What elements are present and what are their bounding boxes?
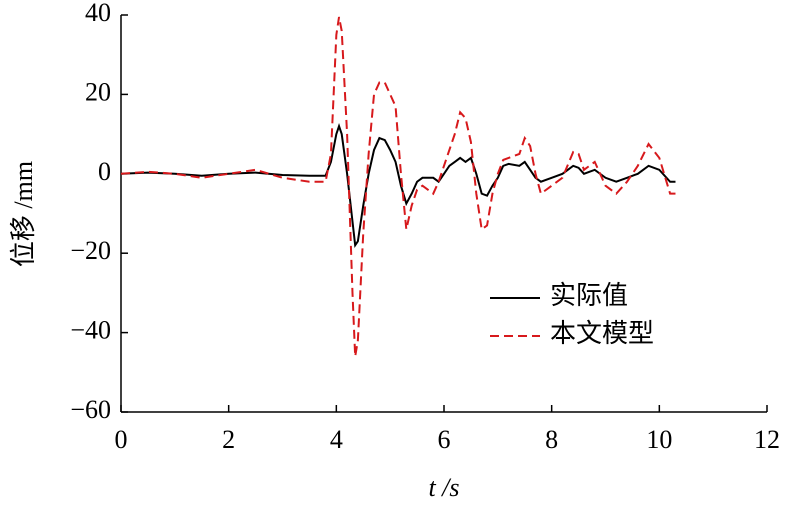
y-tick-label: 0 — [98, 157, 111, 186]
y-tick-label: −60 — [70, 395, 111, 424]
y-tick-label: −20 — [70, 236, 111, 265]
data-line — [120, 123, 676, 249]
data-line — [120, 16, 676, 357]
x-tick-label: 2 — [222, 425, 235, 454]
x-tick-label: 10 — [646, 425, 672, 454]
legend-label: 实际值 — [550, 281, 628, 310]
x-tick-label: 4 — [330, 425, 343, 454]
y-tick-label: 40 — [85, 0, 111, 27]
x-tick-label: 8 — [545, 425, 558, 454]
x-tick-label: 12 — [754, 425, 780, 454]
legend-label: 本文模型 — [550, 319, 654, 348]
y-tick-label: 20 — [85, 77, 111, 106]
y-axis-label: 位移 /mm — [9, 161, 38, 267]
x-axis-label: t /s — [428, 473, 459, 502]
y-tick-label: −40 — [70, 316, 111, 345]
x-tick-label: 6 — [438, 425, 451, 454]
x-tick-label: 0 — [115, 425, 128, 454]
